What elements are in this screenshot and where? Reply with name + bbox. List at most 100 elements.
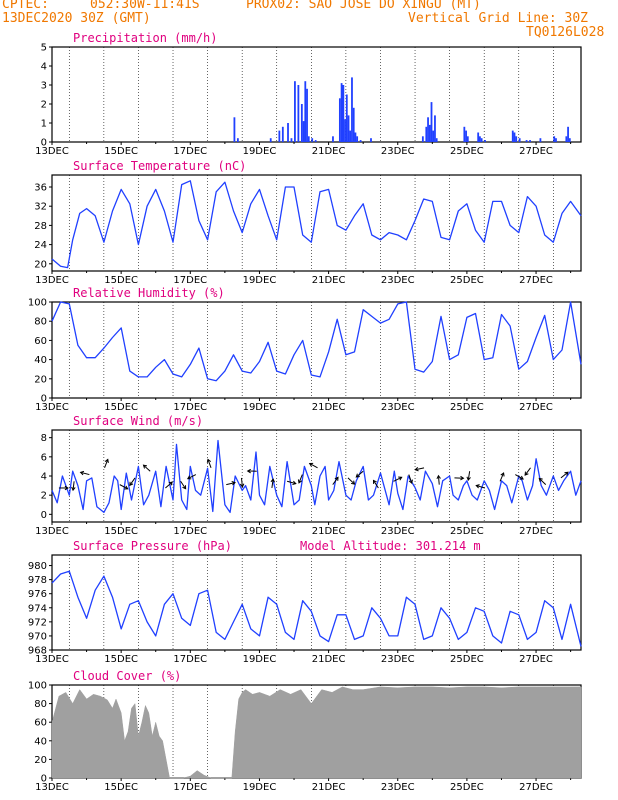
- x-tick-label: 19DEC: [243, 526, 277, 537]
- wind-arrow: [104, 459, 109, 469]
- y-tick-label: 1: [41, 119, 47, 130]
- x-tick-label: 21DEC: [312, 526, 346, 537]
- x-tick-label: 25DEC: [450, 402, 484, 413]
- x-tick-label: 27DEC: [519, 782, 553, 793]
- wind-arrow-head: [64, 485, 69, 491]
- y-tick-label: 60: [34, 336, 47, 347]
- wind-arrow-head: [129, 481, 134, 487]
- wind-arrow: [355, 470, 364, 478]
- x-tick-label: 15DEC: [104, 275, 138, 286]
- panel-title-pressure: Surface Pressure (hPa): [73, 539, 232, 553]
- y-tick-label: 20: [34, 755, 47, 766]
- wind-arrow: [72, 481, 75, 491]
- precip-bar: [342, 85, 345, 142]
- x-tick-label: 17DEC: [173, 275, 207, 286]
- x-tick-label: 17DEC: [173, 782, 207, 793]
- x-tick-label: 27DEC: [519, 146, 553, 157]
- panel-frame-rh: [51, 301, 582, 399]
- wind-arrow: [298, 474, 303, 484]
- precip-bar: [515, 136, 518, 142]
- wind-arrow-head: [239, 483, 245, 488]
- wind-arrow-head: [270, 478, 275, 483]
- wind-arrow: [226, 482, 236, 486]
- wind-arrow-head: [398, 476, 403, 481]
- wind-arrow-head: [182, 485, 187, 490]
- wind-arrow: [286, 480, 296, 485]
- precip-bar: [466, 136, 469, 142]
- wind-arrow-head: [475, 484, 480, 489]
- precip-bar: [568, 138, 571, 142]
- x-tick-label: 15DEC: [104, 402, 138, 413]
- x-tick-label: 15DEC: [104, 654, 138, 665]
- wind-arrow-head: [168, 481, 173, 486]
- precip-bar: [513, 132, 516, 142]
- pressure-series-line: [51, 570, 582, 647]
- wind-arrow: [393, 476, 402, 482]
- wind-arrow: [499, 472, 505, 482]
- panel-frame-pressure: [51, 554, 582, 651]
- panel-frame-temp: [51, 174, 582, 272]
- wind-arrow: [560, 471, 569, 479]
- header-date: 13DEC2020 30Z (GMT): [2, 11, 151, 26]
- wind-arrow: [180, 480, 187, 490]
- y-tick-label: 0: [41, 510, 47, 521]
- precip-bar: [539, 138, 542, 142]
- wind-arrow: [415, 467, 425, 471]
- precip-bar: [356, 136, 359, 142]
- x-tick-label: 23DEC: [381, 275, 415, 286]
- y-tick-label: 0: [41, 394, 47, 405]
- wind-arrow: [476, 485, 486, 489]
- precip-bar: [434, 115, 436, 142]
- wind-arrow: [187, 474, 197, 480]
- y-tick-label: 40: [34, 355, 47, 366]
- x-tick-label: 13DEC: [35, 275, 69, 286]
- x-tick-label: 25DEC: [450, 146, 484, 157]
- precip-bar: [345, 94, 348, 142]
- y-tick-label: 8: [41, 433, 47, 444]
- x-tick-label: 19DEC: [243, 402, 277, 413]
- y-tick-label: 36: [34, 183, 47, 194]
- precip-bar: [553, 136, 556, 142]
- x-tick-label: 13DEC: [35, 782, 69, 793]
- x-tick-label: 23DEC: [381, 402, 415, 413]
- panel-title-cloud: Cloud Cover (%): [73, 669, 181, 683]
- panel-title-rh: Relative Humidity (%): [73, 286, 225, 300]
- x-tick-label: 13DEC: [35, 654, 69, 665]
- y-tick-label: 100: [28, 298, 47, 309]
- y-tick-label: 980: [28, 561, 47, 572]
- precip-bar: [425, 126, 428, 142]
- y-tick-label: 5: [41, 43, 47, 54]
- header-coordinates: 052:30W-11:41S: [90, 0, 200, 12]
- precip-bar: [565, 136, 568, 142]
- y-tick-label: 976: [28, 589, 47, 600]
- precip-bar: [435, 138, 438, 142]
- precip-bar: [338, 98, 341, 142]
- precip-bar: [477, 132, 480, 142]
- wind-arrow-head: [519, 475, 524, 480]
- precip-bar: [236, 138, 239, 142]
- wind-arrow-head: [308, 462, 314, 467]
- wind-arrow-head: [564, 471, 569, 476]
- panel-title-wind: Surface Wind (m/s): [73, 414, 203, 428]
- precip-bar: [430, 102, 433, 142]
- x-tick-label: 17DEC: [173, 526, 207, 537]
- precip-bar: [525, 140, 528, 142]
- wind-arrow: [515, 474, 524, 480]
- y-tick-label: 40: [34, 736, 47, 747]
- x-tick-label: 21DEC: [312, 654, 346, 665]
- x-tick-label: 13DEC: [35, 526, 69, 537]
- wind-arrow-head: [466, 476, 471, 482]
- precip-bar: [518, 138, 521, 142]
- precip-bar: [281, 126, 284, 142]
- wind-arrow-head: [246, 468, 251, 474]
- wind-arrow: [309, 463, 318, 469]
- x-tick-label: 19DEC: [243, 782, 277, 793]
- wind-arrow: [143, 464, 151, 472]
- x-tick-label: 15DEC: [104, 782, 138, 793]
- x-tick-label: 19DEC: [243, 146, 277, 157]
- wind-arrow-head: [355, 473, 360, 478]
- wind-arrow: [437, 475, 440, 485]
- x-tick-label: 19DEC: [243, 654, 277, 665]
- x-tick-label: 17DEC: [173, 402, 207, 413]
- x-tick-label: 27DEC: [519, 402, 553, 413]
